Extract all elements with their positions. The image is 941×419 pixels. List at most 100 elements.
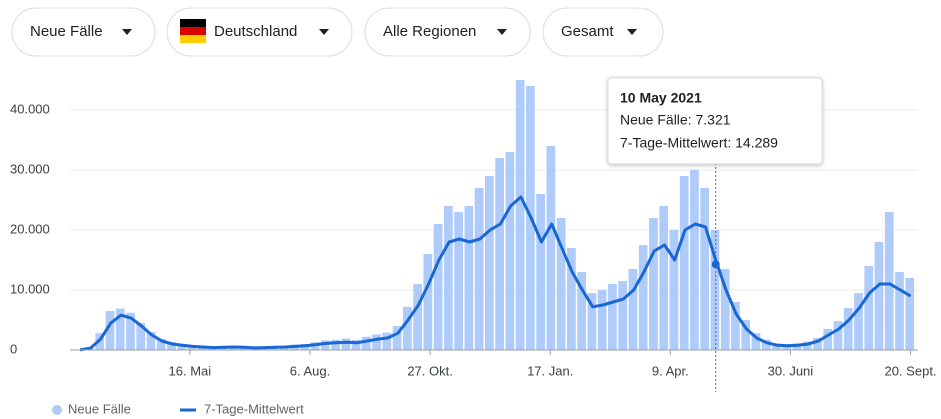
x-tick-label: 27. Okt. — [407, 363, 453, 378]
bar — [864, 266, 874, 350]
bar — [854, 293, 863, 350]
bar — [823, 329, 833, 350]
bar — [444, 206, 453, 350]
bar — [495, 158, 504, 350]
hover-point — [711, 260, 720, 269]
bar — [546, 146, 556, 350]
dropdown[interactable] — [166, 7, 353, 57]
bar — [895, 272, 904, 350]
caret — [497, 29, 507, 35]
bar — [679, 176, 689, 350]
bar — [454, 212, 463, 350]
bar — [485, 176, 494, 350]
flag — [180, 35, 206, 43]
bar — [515, 80, 525, 350]
bar — [567, 248, 576, 350]
bar — [382, 332, 392, 350]
bar — [136, 323, 146, 350]
y-tick-label: 10.000 — [10, 281, 50, 296]
bar — [649, 218, 658, 350]
x-tick-label: 17. Jan. — [527, 363, 573, 378]
bar — [361, 336, 371, 350]
bar — [536, 194, 545, 350]
dropdown[interactable] — [364, 7, 531, 57]
x-tick-label: 6. Aug. — [290, 363, 330, 378]
bar — [690, 170, 699, 350]
bar — [464, 206, 474, 350]
controls: Neue Fälle Deutschland Alle Regionen Ges… — [11, 7, 664, 57]
flag — [180, 19, 206, 27]
bar — [433, 224, 443, 350]
bar — [772, 343, 781, 350]
bar — [700, 188, 710, 350]
bar — [423, 254, 433, 350]
bar — [392, 326, 402, 350]
caret — [627, 29, 637, 35]
x-tick-label: 30. Juni — [768, 363, 814, 378]
legend-label: Neue Fälle — [68, 401, 131, 416]
bar — [146, 332, 156, 350]
bar — [843, 308, 853, 350]
bar — [341, 338, 351, 350]
bar — [669, 230, 679, 350]
legend-label: 7-Tage-Mittelwert — [204, 401, 304, 416]
tooltip — [607, 77, 823, 165]
bar — [402, 306, 412, 350]
dropdown[interactable] — [542, 7, 664, 57]
bar — [608, 284, 617, 350]
bar — [761, 339, 771, 350]
bar — [638, 245, 648, 350]
bar — [618, 281, 628, 350]
bar — [126, 312, 135, 350]
bar — [115, 308, 125, 350]
bar — [372, 334, 381, 350]
bar — [156, 339, 166, 350]
bar — [833, 321, 843, 350]
tooltip-line: Neue Fälle: 7.321 — [620, 112, 731, 128]
bar — [884, 212, 894, 350]
dropdown-label[interactable]: Neue Fälle — [30, 23, 103, 40]
dropdown[interactable] — [11, 7, 156, 57]
bar — [320, 340, 330, 350]
line — [79, 195, 912, 352]
y-tick-label: 20.000 — [10, 221, 50, 236]
bar — [331, 339, 340, 350]
bar — [556, 218, 566, 350]
legend-swatch — [52, 405, 62, 415]
bar — [905, 278, 915, 350]
bar — [597, 290, 607, 350]
bar — [577, 272, 587, 350]
bar — [659, 206, 669, 350]
dropdown-label[interactable]: Gesamt — [561, 23, 614, 40]
y-tick-label: 0 — [10, 341, 17, 356]
bar — [710, 230, 720, 350]
dropdown-label[interactable]: Deutschland — [214, 23, 297, 40]
y-tick-label: 30.000 — [10, 161, 50, 176]
bar — [741, 320, 751, 350]
bar — [731, 302, 740, 350]
tooltip-line: 7-Tage-Mittelwert: 14.289 — [620, 135, 778, 151]
y-tick-label: 40.000 — [10, 101, 50, 116]
bar — [587, 293, 597, 350]
x-tick-label: 16. Mai — [169, 363, 212, 378]
bar — [751, 333, 761, 350]
dropdown-label[interactable]: Alle Regionen — [383, 23, 476, 40]
bar — [167, 342, 176, 350]
bar — [105, 311, 115, 350]
x-tick-label: 20. Sept. — [885, 363, 937, 378]
bar — [351, 339, 361, 350]
tooltip-title: 10 May 2021 — [620, 90, 702, 106]
bar — [813, 338, 822, 350]
bar — [720, 269, 730, 350]
bar — [177, 344, 187, 350]
flag — [180, 27, 206, 35]
caret — [319, 29, 329, 35]
caret — [122, 29, 132, 35]
x-tick-label: 9. Apr. — [652, 363, 689, 378]
bar — [874, 242, 884, 350]
bar — [802, 341, 812, 350]
bar — [505, 152, 515, 350]
bar — [628, 269, 638, 350]
bar — [474, 188, 484, 350]
